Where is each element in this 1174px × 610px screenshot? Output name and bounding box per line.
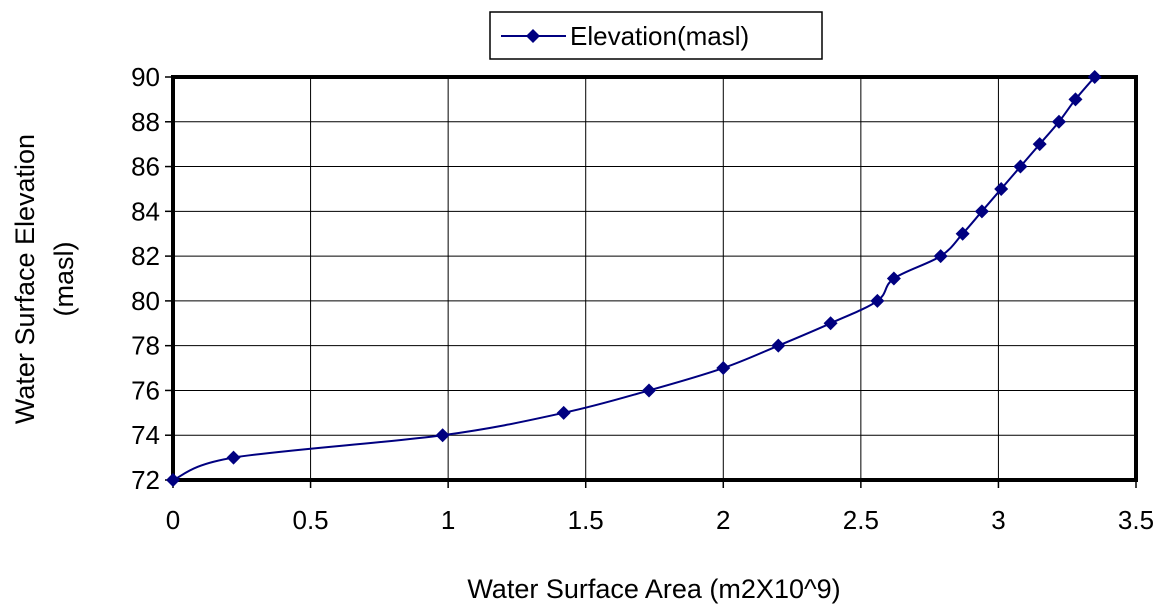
x-axis-title: Water Surface Area (m2X10^9) (467, 574, 840, 604)
data-point-marker (823, 316, 838, 331)
data-point-marker (974, 204, 989, 219)
data-point-marker (641, 383, 656, 398)
x-tick-label: 0 (166, 505, 180, 535)
x-axis-ticks: 0 0.5 1 1.5 2 2.5 3 3.5 (166, 480, 1154, 535)
data-point-marker (886, 271, 901, 286)
data-point-marker (994, 181, 1009, 196)
y-tick-label: 74 (131, 420, 160, 450)
data-point-marker (771, 338, 786, 353)
y-tick-label: 82 (131, 241, 160, 271)
y-axis-title: Water Surface Elevation (masl) (10, 134, 79, 424)
data-point-marker (556, 405, 571, 420)
x-tick-label: 2 (716, 505, 730, 535)
data-point-marker (1032, 137, 1047, 152)
series-layer (166, 70, 1102, 487)
legend: Elevation(masl) (489, 11, 823, 60)
y-tick-label: 90 (131, 62, 160, 92)
y-tick-label: 72 (131, 465, 160, 495)
x-tick-label: 0.5 (292, 505, 328, 535)
data-point-marker (1087, 70, 1102, 84)
series-line (172, 76, 1096, 481)
y-axis-ticks: 72 74 76 78 80 82 84 86 88 90 (131, 62, 173, 495)
x-tick-label: 3 (991, 505, 1005, 535)
x-tick-label: 1.5 (568, 505, 604, 535)
x-tick-label: 1 (441, 505, 455, 535)
legend-label: Elevation(masl) (570, 21, 749, 51)
y-tick-label: 76 (131, 375, 160, 405)
legend-marker (526, 29, 540, 43)
y-tick-label: 88 (131, 107, 160, 137)
data-point-marker (870, 293, 885, 308)
data-point-marker (933, 249, 948, 264)
data-point-marker (1068, 92, 1083, 107)
y-tick-label: 78 (131, 331, 160, 361)
grid-lines (173, 77, 1136, 480)
data-point-marker (166, 473, 180, 487)
data-point-marker (226, 450, 241, 465)
x-tick-label: 2.5 (843, 505, 879, 535)
data-point-marker (1051, 114, 1066, 129)
data-point-marker (955, 226, 970, 241)
data-point-marker (1013, 159, 1028, 174)
y-axis-title-line-1: Water Surface Elevation (10, 134, 40, 424)
plot-frame (171, 75, 1138, 482)
y-tick-label: 84 (131, 196, 160, 226)
data-point-marker (435, 428, 450, 443)
y-axis-title-line-2: (masl) (49, 242, 79, 317)
data-point-marker (716, 361, 731, 376)
x-tick-label: 3.5 (1118, 505, 1154, 535)
y-tick-label: 86 (131, 152, 160, 182)
y-tick-label: 80 (131, 286, 160, 316)
